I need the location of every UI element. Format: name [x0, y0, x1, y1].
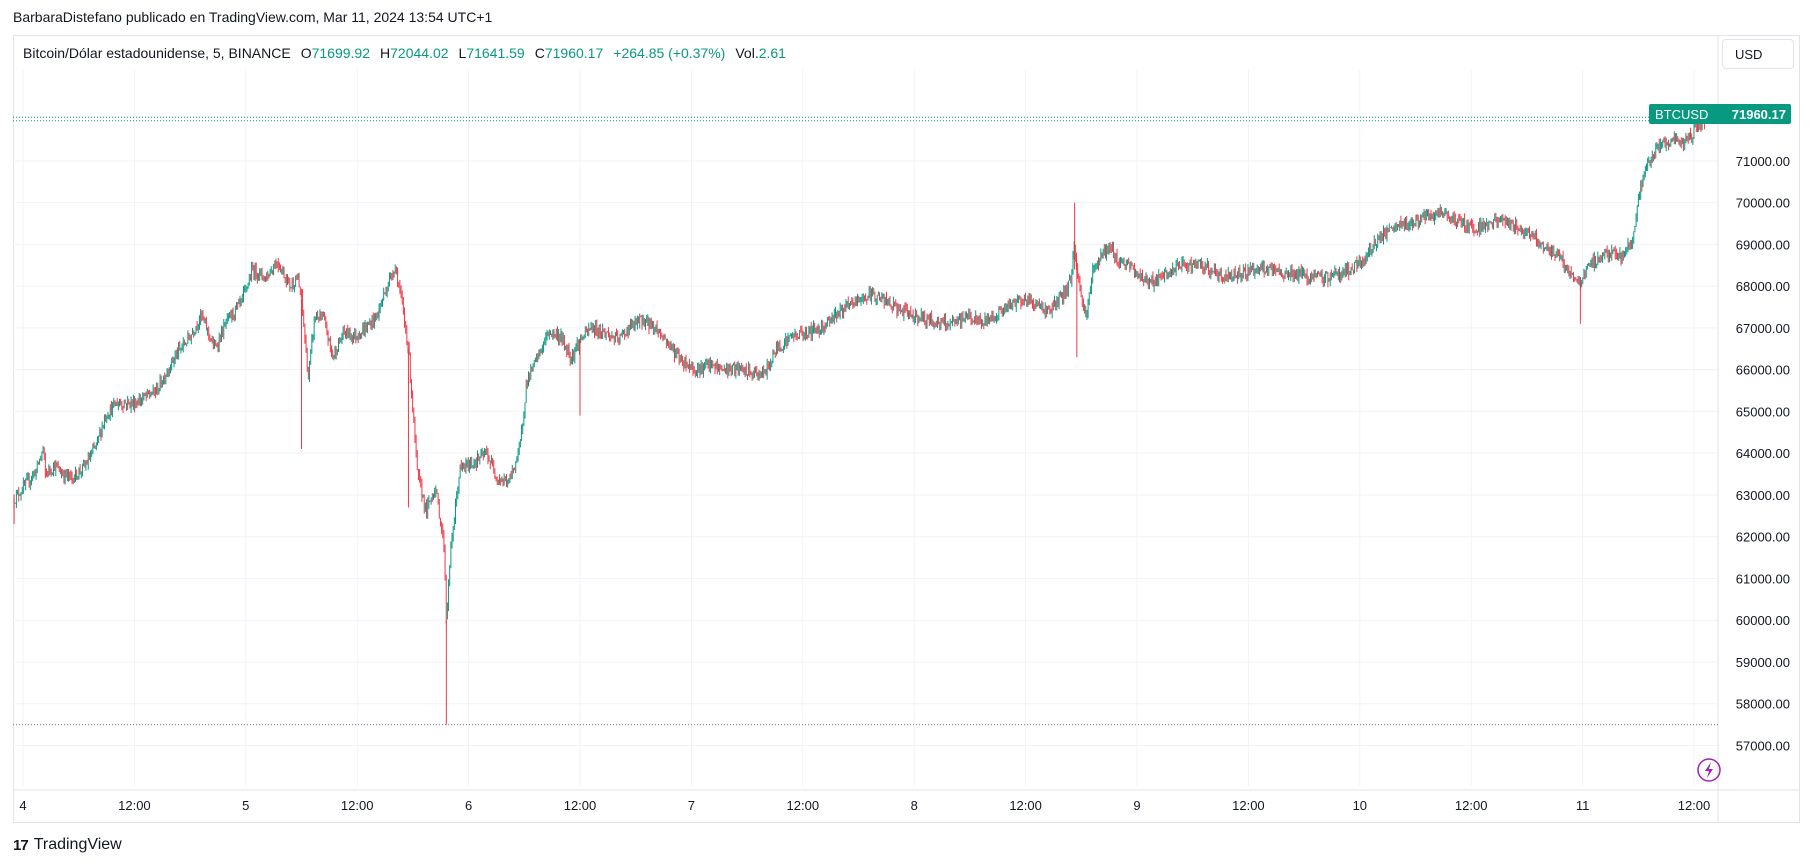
attribution-text: BarbaraDistefano publicado en TradingVie… — [13, 9, 493, 25]
x-tick-label: 12:00 — [1232, 798, 1265, 813]
lightning-icon[interactable] — [1697, 758, 1721, 782]
last-price-value: 71960.17 — [1732, 107, 1786, 122]
currency-button[interactable]: USD — [1722, 39, 1794, 69]
tradingview-logo-icon: 17 — [13, 836, 29, 854]
x-tick-label: 5 — [242, 798, 249, 813]
high-key: H — [380, 45, 391, 61]
open-value: 71699.92 — [311, 45, 370, 61]
ohlc-legend: Bitcoin/Dólar estadounidense, 5, BINANCE… — [23, 45, 796, 61]
y-tick-label: 63000.00 — [1736, 488, 1790, 503]
close-key: C — [534, 45, 545, 61]
y-tick-label: 60000.00 — [1736, 613, 1790, 628]
footer-branding: 17 TradingView — [13, 836, 122, 854]
chart-frame[interactable] — [13, 35, 1800, 823]
y-tick-label: 62000.00 — [1736, 530, 1790, 545]
publication-attribution: BarbaraDistefano publicado en TradingVie… — [13, 9, 492, 25]
y-tick-label: 69000.00 — [1736, 237, 1790, 252]
x-tick-label: 12:00 — [1455, 798, 1488, 813]
y-tick-label: 57000.00 — [1736, 739, 1790, 754]
last-price-tag — [1649, 104, 1791, 124]
x-tick-label: 12:00 — [118, 798, 151, 813]
y-tick-label: 66000.00 — [1736, 363, 1790, 378]
y-tick-label: 65000.00 — [1736, 404, 1790, 419]
x-tick-label: 11 — [1576, 798, 1590, 813]
x-tick-label: 8 — [911, 798, 918, 813]
y-tick-label: 59000.00 — [1736, 655, 1790, 670]
y-tick-label: 61000.00 — [1736, 571, 1790, 586]
x-tick-label: 7 — [688, 798, 695, 813]
y-tick-label: 68000.00 — [1736, 279, 1790, 294]
y-tick-label: 58000.00 — [1736, 697, 1790, 712]
volume-key: Vol. — [735, 45, 759, 61]
currency-label: USD — [1735, 46, 1763, 62]
candlestick-series — [13, 115, 1705, 625]
x-tick-label: 12:00 — [1678, 798, 1711, 813]
lightning-bolt-glyph — [1705, 762, 1713, 778]
brand-name: TradingView — [33, 836, 122, 853]
high-value: 72044.02 — [390, 45, 449, 61]
y-tick-label: 64000.00 — [1736, 446, 1790, 461]
y-tick-label: 70000.00 — [1736, 196, 1790, 211]
y-tick-label: 67000.00 — [1736, 321, 1790, 336]
change-value: +264.85 (+0.37%) — [613, 45, 726, 61]
x-tick-label: 10 — [1353, 798, 1367, 813]
x-tick-label: 9 — [1133, 798, 1140, 813]
open-key: O — [300, 45, 312, 61]
x-tick-label: 6 — [465, 798, 472, 813]
low-value: 71641.59 — [466, 45, 525, 61]
close-value: 71960.17 — [544, 45, 604, 61]
x-tick-label: 12:00 — [341, 798, 374, 813]
x-tick-label: 12:00 — [1009, 798, 1042, 813]
last-price-ticker: BTCUSD — [1655, 107, 1708, 122]
x-tick-label: 4 — [19, 798, 26, 813]
x-tick-label: 12:00 — [564, 798, 597, 813]
x-tick-label: 12:00 — [787, 798, 820, 813]
volume-value: 2.61 — [758, 45, 786, 61]
y-tick-label: 71000.00 — [1736, 154, 1790, 169]
symbol-label[interactable]: Bitcoin/Dólar estadounidense, 5, BINANCE — [23, 45, 291, 61]
low-key: L — [458, 45, 467, 61]
